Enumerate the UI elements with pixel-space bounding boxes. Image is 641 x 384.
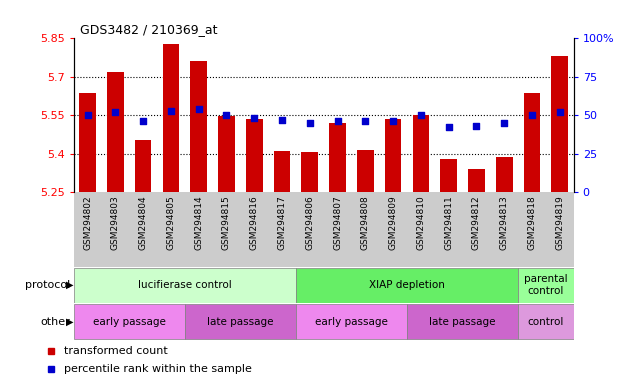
Bar — [190, 61, 207, 192]
Point — [110, 109, 121, 115]
Text: protocol: protocol — [25, 280, 71, 290]
Text: GSM294814: GSM294814 — [194, 196, 203, 250]
Bar — [496, 157, 513, 192]
Text: GSM294813: GSM294813 — [500, 196, 509, 250]
Text: early passage: early passage — [315, 316, 388, 327]
Text: parental
control: parental control — [524, 274, 568, 296]
Point — [304, 120, 315, 126]
Point — [499, 120, 510, 126]
Bar — [518, 268, 574, 303]
Bar — [296, 268, 518, 303]
Text: GSM294806: GSM294806 — [305, 196, 314, 250]
Bar — [329, 123, 346, 192]
Bar — [440, 159, 457, 192]
Point — [554, 109, 565, 115]
Bar — [274, 151, 290, 192]
Bar — [385, 119, 401, 192]
Bar — [246, 119, 263, 192]
Bar — [135, 139, 151, 192]
Bar — [301, 152, 318, 192]
Bar — [163, 43, 179, 192]
Text: late passage: late passage — [429, 316, 496, 327]
Point — [166, 108, 176, 114]
Text: lucifierase control: lucifierase control — [138, 280, 231, 290]
Text: GSM294807: GSM294807 — [333, 196, 342, 250]
Text: GSM294804: GSM294804 — [138, 196, 147, 250]
Text: ▶: ▶ — [65, 316, 73, 327]
Bar — [74, 268, 296, 303]
Text: transformed count: transformed count — [64, 346, 168, 356]
Text: GSM294816: GSM294816 — [250, 196, 259, 250]
Bar — [79, 93, 96, 192]
Point — [360, 118, 370, 124]
Bar — [107, 72, 124, 192]
Text: GSM294811: GSM294811 — [444, 196, 453, 250]
Bar — [413, 115, 429, 192]
Point — [138, 118, 148, 124]
Bar — [74, 304, 185, 339]
Point — [388, 118, 398, 124]
Point — [194, 106, 204, 112]
Text: GSM294812: GSM294812 — [472, 196, 481, 250]
Text: XIAP depletion: XIAP depletion — [369, 280, 445, 290]
Text: GSM294808: GSM294808 — [361, 196, 370, 250]
Text: late passage: late passage — [207, 316, 274, 327]
Text: GSM294819: GSM294819 — [555, 196, 564, 250]
Bar — [296, 304, 407, 339]
Text: GSM294818: GSM294818 — [528, 196, 537, 250]
Text: GSM294817: GSM294817 — [278, 196, 287, 250]
Point — [249, 115, 260, 121]
Point — [83, 112, 93, 118]
Text: GSM294803: GSM294803 — [111, 196, 120, 250]
Text: ▶: ▶ — [65, 280, 73, 290]
Point — [333, 118, 343, 124]
Point — [221, 112, 231, 118]
Bar — [524, 93, 540, 192]
Bar — [185, 304, 296, 339]
Bar — [551, 56, 568, 192]
Bar — [407, 304, 518, 339]
Bar — [218, 116, 235, 192]
Text: early passage: early passage — [93, 316, 166, 327]
Bar — [518, 304, 574, 339]
Text: GSM294802: GSM294802 — [83, 196, 92, 250]
Text: GSM294809: GSM294809 — [388, 196, 397, 250]
Text: percentile rank within the sample: percentile rank within the sample — [64, 364, 252, 374]
Text: GSM294805: GSM294805 — [167, 196, 176, 250]
Text: control: control — [528, 316, 564, 327]
Bar — [468, 169, 485, 192]
Text: other: other — [41, 316, 71, 327]
Point — [527, 112, 537, 118]
Bar — [357, 150, 374, 192]
Point — [471, 123, 481, 129]
Point — [277, 117, 287, 123]
Text: GSM294815: GSM294815 — [222, 196, 231, 250]
Text: GSM294810: GSM294810 — [417, 196, 426, 250]
Point — [444, 124, 454, 131]
Text: GDS3482 / 210369_at: GDS3482 / 210369_at — [80, 23, 218, 36]
Point — [416, 112, 426, 118]
